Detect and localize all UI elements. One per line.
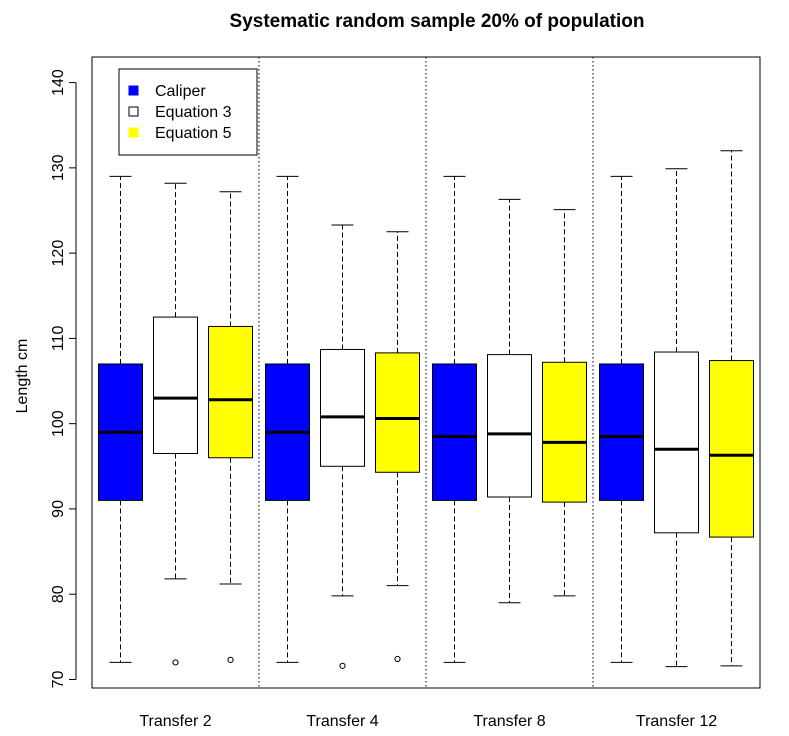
box xyxy=(599,363,644,501)
legend-swatch xyxy=(128,127,139,138)
x-group-label: Transfer 8 xyxy=(473,713,545,730)
box xyxy=(542,361,587,503)
box xyxy=(153,316,198,455)
x-group-label: Transfer 4 xyxy=(306,713,378,730)
box xyxy=(709,360,754,538)
legend-swatch xyxy=(128,106,139,117)
y-tick-label: 120 xyxy=(50,240,67,267)
box xyxy=(487,354,532,498)
outlier-point xyxy=(227,656,234,663)
outlier-point xyxy=(394,655,401,663)
y-tick-label: 90 xyxy=(50,500,67,518)
box xyxy=(320,348,365,467)
y-axis-label: Length cm xyxy=(14,339,31,414)
y-tick-label: 130 xyxy=(50,154,67,181)
y-tick-label: 110 xyxy=(50,326,67,352)
x-group-label: Transfer 12 xyxy=(636,713,717,730)
legend-box xyxy=(118,68,258,156)
legend-entry-label: Equation 5 xyxy=(155,125,232,142)
y-tick-label: 100 xyxy=(50,410,67,437)
outlier-point xyxy=(339,662,346,669)
box xyxy=(432,363,477,501)
y-tick-label: 80 xyxy=(50,585,67,603)
legend: Caliper Equation 3 Equation 5 xyxy=(118,68,258,156)
legend-swatch xyxy=(128,85,139,96)
x-group-label: Transfer 2 xyxy=(139,713,211,730)
box xyxy=(208,325,253,459)
legend-entry-label: Equation 3 xyxy=(155,104,232,121)
outlier-point xyxy=(172,659,179,666)
y-tick-label: 140 xyxy=(50,69,67,96)
box xyxy=(375,352,420,473)
box xyxy=(654,351,699,534)
y-tick-label: 70 xyxy=(50,670,67,688)
plot-area: 70 80 90 100 110 120 130 140 Transfer 2 Transfer … xyxy=(50,56,761,730)
legend-entry-label: Caliper xyxy=(155,83,206,100)
chart-title: Systematic random sample 20% of populati… xyxy=(230,11,645,32)
